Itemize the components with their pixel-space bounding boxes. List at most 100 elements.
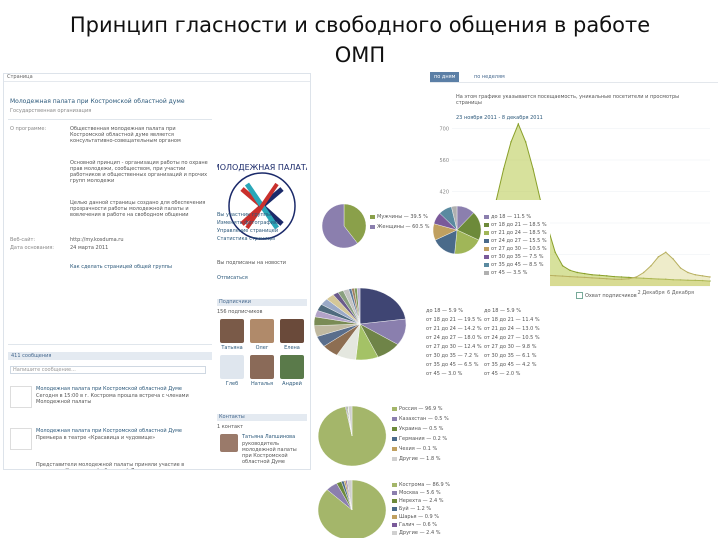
- field-label-about: О программе:: [10, 126, 47, 132]
- pie-slice[interactable]: [347, 405, 353, 437]
- data-point[interactable]: [687, 279, 689, 281]
- pie-slice[interactable]: [451, 205, 458, 231]
- x-tick-label: 6 Декабря: [667, 290, 694, 296]
- data-point[interactable]: [657, 278, 660, 280]
- data-point[interactable]: [665, 278, 667, 280]
- wall-header[interactable]: 411 сообщения: [8, 352, 212, 360]
- data-point[interactable]: [576, 271, 579, 274]
- checkbox[interactable]: [576, 292, 583, 299]
- data-point[interactable]: [694, 274, 696, 276]
- stats-period[interactable]: 23 ноября 2011 - 8 декабря 2011: [456, 115, 543, 121]
- menu-page-stats[interactable]: Статистика страницы: [217, 236, 275, 242]
- pie-slice[interactable]: [346, 479, 353, 511]
- data-point[interactable]: [554, 251, 556, 253]
- data-point[interactable]: [665, 251, 667, 253]
- avatar[interactable]: [10, 428, 32, 450]
- data-point[interactable]: [672, 258, 674, 260]
- contact-name[interactable]: Татьяна Лапшинова: [242, 434, 296, 440]
- data-point[interactable]: [591, 277, 593, 279]
- data-point[interactable]: [709, 280, 711, 282]
- post-text: Сегодня в 15:00 в г. Кострома прошла вст…: [36, 393, 189, 405]
- y-tick-label: 560: [439, 158, 449, 164]
- data-point[interactable]: [709, 276, 711, 278]
- data-point[interactable]: [502, 168, 505, 170]
- slide-title-line2: ОМП: [334, 43, 386, 67]
- menu-member[interactable]: Вы участник группы: [217, 212, 271, 218]
- data-point[interactable]: [642, 271, 645, 274]
- subscribers-header[interactable]: Подписчики: [217, 299, 307, 306]
- data-point[interactable]: [701, 275, 704, 277]
- subscriber-name[interactable]: Елена: [284, 345, 300, 351]
- data-point[interactable]: [620, 276, 623, 278]
- tab-by-days[interactable]: по дням: [430, 72, 460, 82]
- data-point[interactable]: [642, 277, 645, 280]
- unsubscribe-link[interactable]: Отписаться: [217, 275, 248, 281]
- data-point[interactable]: [583, 276, 586, 279]
- data-point[interactable]: [569, 275, 571, 278]
- data-point[interactable]: [672, 279, 674, 281]
- data-point[interactable]: [694, 279, 696, 282]
- data-point[interactable]: [701, 279, 704, 282]
- data-point[interactable]: [576, 276, 579, 278]
- wall-post: Молодежная палата при Костромской област…: [10, 386, 210, 416]
- legend-swatch: [392, 426, 397, 431]
- contacts-header[interactable]: Контакты: [217, 414, 307, 421]
- subscriber-name[interactable]: Глеб: [225, 381, 239, 387]
- data-point[interactable]: [591, 274, 593, 276]
- wall-post-input[interactable]: Напишите сообщение...: [10, 366, 206, 374]
- field-text-website[interactable]: http://my.kosduma.ru: [70, 237, 124, 243]
- legend-label: до 18 — 5.9 %: [426, 308, 463, 314]
- avatar[interactable]: [220, 434, 238, 452]
- data-point[interactable]: [532, 168, 534, 170]
- data-point[interactable]: [606, 278, 608, 280]
- data-point[interactable]: [569, 269, 571, 271]
- pie-slice[interactable]: [321, 203, 358, 249]
- data-point[interactable]: [561, 265, 564, 267]
- group-name[interactable]: Молодежная палата при Костромской област…: [10, 98, 185, 105]
- data-point[interactable]: [650, 277, 652, 280]
- post-author[interactable]: Молодежная палата при Костромской област…: [36, 386, 182, 392]
- data-point[interactable]: [628, 278, 630, 280]
- data-point[interactable]: [525, 141, 527, 143]
- menu-change-photo[interactable]: Изменить фотографию: [217, 220, 279, 226]
- pie-slice[interactable]: [356, 287, 361, 325]
- avatar[interactable]: [280, 319, 304, 343]
- data-point[interactable]: [687, 271, 689, 274]
- data-point[interactable]: [679, 279, 682, 281]
- avatar[interactable]: [220, 355, 244, 379]
- avatar[interactable]: [280, 355, 304, 379]
- data-point[interactable]: [613, 275, 615, 278]
- data-point[interactable]: [561, 275, 564, 277]
- write-message-link[interactable]: Как сделать страницей общей группы: [70, 264, 172, 270]
- data-point[interactable]: [598, 277, 601, 280]
- tab-by-weeks[interactable]: по неделям: [474, 74, 505, 80]
- avatar[interactable]: [10, 386, 32, 408]
- data-point[interactable]: [679, 267, 682, 269]
- data-point[interactable]: [620, 278, 623, 280]
- legend-label: Женщины — 60.5 %: [377, 224, 430, 230]
- pie-slice[interactable]: [343, 203, 367, 244]
- avatar[interactable]: [250, 355, 274, 379]
- subscriber-name[interactable]: Андрей: [282, 381, 302, 387]
- post-author[interactable]: Молодежная палата при Костромской област…: [36, 428, 182, 434]
- data-point[interactable]: [583, 272, 586, 275]
- data-point[interactable]: [517, 123, 520, 125]
- data-point[interactable]: [613, 278, 615, 280]
- menu-manage-page[interactable]: Управление страницей: [217, 228, 279, 234]
- avatar[interactable]: [250, 319, 274, 343]
- data-point[interactable]: [510, 141, 512, 143]
- data-point[interactable]: [606, 275, 608, 277]
- avatar[interactable]: [220, 319, 244, 343]
- demographics-panel: Мужчины — 39.5 % Женщины — 60.5 % до 18 — …: [312, 200, 550, 538]
- subscriber-name[interactable]: Наталья: [251, 381, 273, 387]
- pie-slice[interactable]: [359, 287, 406, 325]
- data-point[interactable]: [657, 256, 660, 258]
- data-point[interactable]: [628, 276, 630, 279]
- subscriber-name[interactable]: Олег: [255, 345, 269, 351]
- data-point[interactable]: [650, 265, 652, 267]
- data-point[interactable]: [635, 276, 637, 278]
- data-point[interactable]: [554, 274, 556, 277]
- subscriber-name[interactable]: Татьяна: [221, 345, 243, 351]
- data-point[interactable]: [598, 274, 601, 276]
- subscribers-count[interactable]: 156 подписчиков: [217, 309, 263, 315]
